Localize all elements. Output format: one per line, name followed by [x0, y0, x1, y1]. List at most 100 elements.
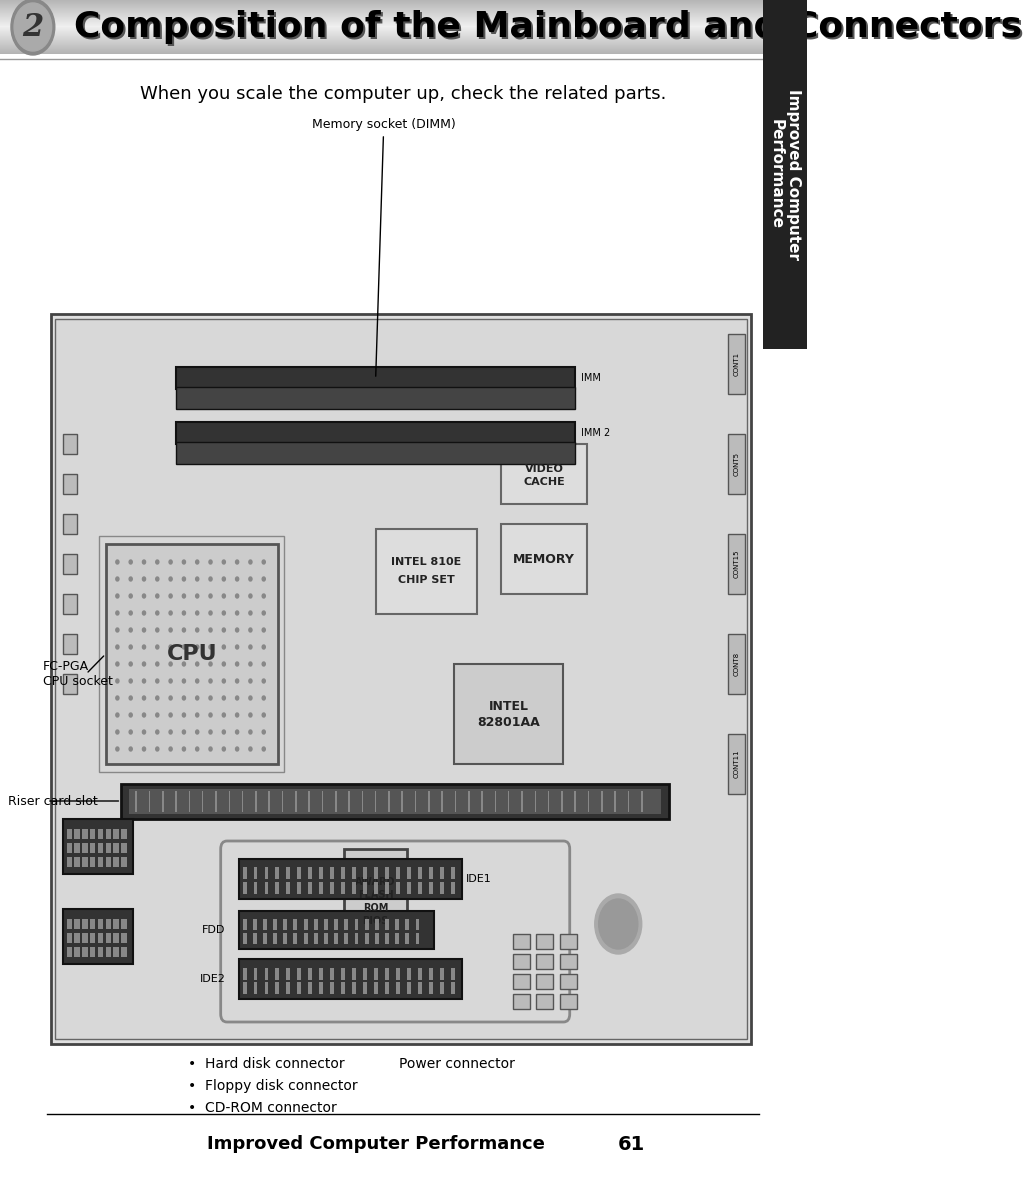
- Bar: [105, 843, 111, 852]
- Circle shape: [182, 747, 186, 751]
- Circle shape: [262, 560, 265, 564]
- Circle shape: [262, 611, 265, 615]
- Circle shape: [156, 628, 159, 632]
- Circle shape: [142, 713, 145, 717]
- Circle shape: [156, 730, 159, 734]
- Circle shape: [129, 662, 132, 665]
- Bar: [239, 911, 434, 948]
- Bar: [82, 933, 88, 942]
- Circle shape: [142, 628, 145, 632]
- Bar: [122, 947, 127, 957]
- Bar: [63, 634, 76, 653]
- Circle shape: [196, 594, 199, 598]
- Bar: [229, 791, 230, 812]
- Bar: [254, 882, 258, 894]
- Circle shape: [196, 730, 199, 734]
- Circle shape: [262, 747, 265, 751]
- Bar: [253, 918, 257, 930]
- Circle shape: [169, 747, 172, 751]
- Bar: [98, 918, 103, 929]
- Bar: [98, 933, 103, 942]
- Bar: [547, 791, 550, 812]
- Bar: [363, 882, 367, 894]
- Bar: [405, 933, 409, 944]
- Bar: [353, 882, 356, 894]
- Bar: [105, 933, 111, 942]
- Bar: [82, 918, 88, 929]
- Circle shape: [209, 713, 212, 717]
- Circle shape: [115, 560, 119, 564]
- Circle shape: [235, 611, 239, 615]
- Circle shape: [169, 662, 172, 665]
- Bar: [275, 968, 279, 980]
- Bar: [287, 982, 291, 994]
- Bar: [265, 968, 268, 980]
- Circle shape: [248, 560, 252, 564]
- Circle shape: [595, 894, 641, 954]
- Bar: [275, 982, 279, 994]
- Text: Power connector: Power connector: [399, 1058, 516, 1071]
- Bar: [265, 867, 268, 879]
- Bar: [63, 674, 76, 694]
- Bar: [560, 934, 576, 948]
- Text: CPU: CPU: [166, 644, 218, 664]
- Bar: [330, 882, 334, 894]
- Bar: [297, 882, 301, 894]
- Circle shape: [115, 695, 119, 700]
- Bar: [353, 867, 356, 879]
- Circle shape: [182, 560, 186, 564]
- Bar: [374, 982, 378, 994]
- Bar: [308, 867, 312, 879]
- Circle shape: [142, 662, 145, 665]
- Bar: [385, 968, 389, 980]
- Circle shape: [209, 560, 212, 564]
- Bar: [176, 442, 575, 464]
- Bar: [148, 791, 151, 812]
- Bar: [63, 474, 76, 494]
- Bar: [440, 968, 443, 980]
- Circle shape: [169, 679, 172, 683]
- Circle shape: [182, 645, 186, 649]
- Bar: [105, 544, 277, 764]
- Circle shape: [169, 645, 172, 649]
- Circle shape: [262, 594, 265, 598]
- Circle shape: [196, 645, 199, 649]
- Bar: [74, 843, 79, 852]
- Bar: [455, 791, 457, 812]
- Bar: [122, 784, 669, 819]
- Circle shape: [156, 662, 159, 665]
- Circle shape: [142, 560, 145, 564]
- Bar: [273, 918, 277, 930]
- Bar: [90, 829, 96, 839]
- Bar: [628, 791, 629, 812]
- Circle shape: [182, 628, 186, 632]
- Circle shape: [262, 679, 265, 683]
- Circle shape: [196, 611, 199, 615]
- Bar: [388, 791, 390, 812]
- Bar: [614, 791, 616, 812]
- Circle shape: [115, 730, 119, 734]
- Bar: [385, 982, 389, 994]
- Circle shape: [156, 645, 159, 649]
- Bar: [440, 882, 443, 894]
- Bar: [239, 858, 462, 899]
- Circle shape: [115, 747, 119, 751]
- Circle shape: [235, 730, 239, 734]
- Bar: [74, 857, 79, 867]
- Bar: [454, 664, 564, 764]
- Circle shape: [142, 645, 145, 649]
- Bar: [363, 982, 367, 994]
- Circle shape: [142, 695, 145, 700]
- Bar: [74, 933, 79, 942]
- Bar: [239, 959, 462, 999]
- Bar: [242, 918, 246, 930]
- Circle shape: [169, 713, 172, 717]
- Bar: [189, 791, 190, 812]
- Bar: [341, 882, 345, 894]
- Bar: [375, 918, 378, 930]
- Text: INTEL: INTEL: [489, 699, 529, 712]
- Circle shape: [182, 679, 186, 683]
- Bar: [122, 918, 127, 929]
- Bar: [265, 982, 268, 994]
- Circle shape: [248, 577, 252, 582]
